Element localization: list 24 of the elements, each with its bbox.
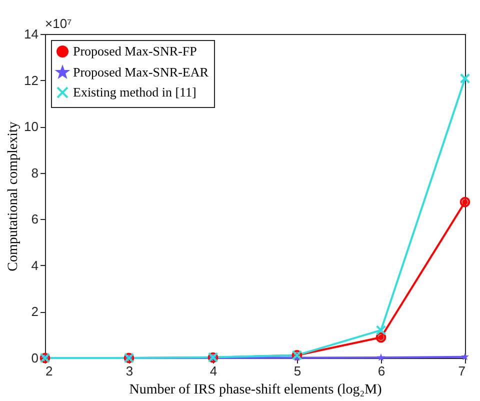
x-tick-label: 4 bbox=[210, 364, 218, 378]
x-tick-label: 7 bbox=[458, 364, 466, 378]
text: ×10⁷ bbox=[45, 16, 72, 31]
y-tick-label: 0 bbox=[31, 350, 38, 366]
y-tick-label: 8 bbox=[31, 165, 38, 180]
x-tick-label: 5 bbox=[294, 364, 302, 378]
y-tick-label: 10 bbox=[24, 119, 38, 134]
x-tick-label: 6 bbox=[378, 364, 386, 378]
x-axis-title: Number of IRS phase-shift elements (log₂M) bbox=[129, 382, 382, 398]
point bbox=[376, 325, 386, 336]
x-tick-label: 3 bbox=[126, 364, 134, 378]
y-axis-title: Computational complexity bbox=[6, 122, 22, 272]
point bbox=[460, 196, 470, 208]
y-tick-label: 2 bbox=[31, 304, 38, 320]
legend-label: Proposed Max-SNR-EAR bbox=[73, 64, 209, 80]
point bbox=[376, 332, 386, 343]
point bbox=[460, 73, 470, 84]
y-tick-label: 12 bbox=[24, 72, 38, 88]
y-tick-label: 6 bbox=[31, 212, 38, 227]
y-tick-label: 14 bbox=[24, 26, 38, 42]
x-tick-label: 2 bbox=[46, 364, 53, 378]
legend-label: Proposed Max-SNR-FP bbox=[73, 44, 197, 58]
legend-label: Existing method in [11] bbox=[73, 84, 196, 100]
y-tick-label: 4 bbox=[31, 258, 38, 273]
